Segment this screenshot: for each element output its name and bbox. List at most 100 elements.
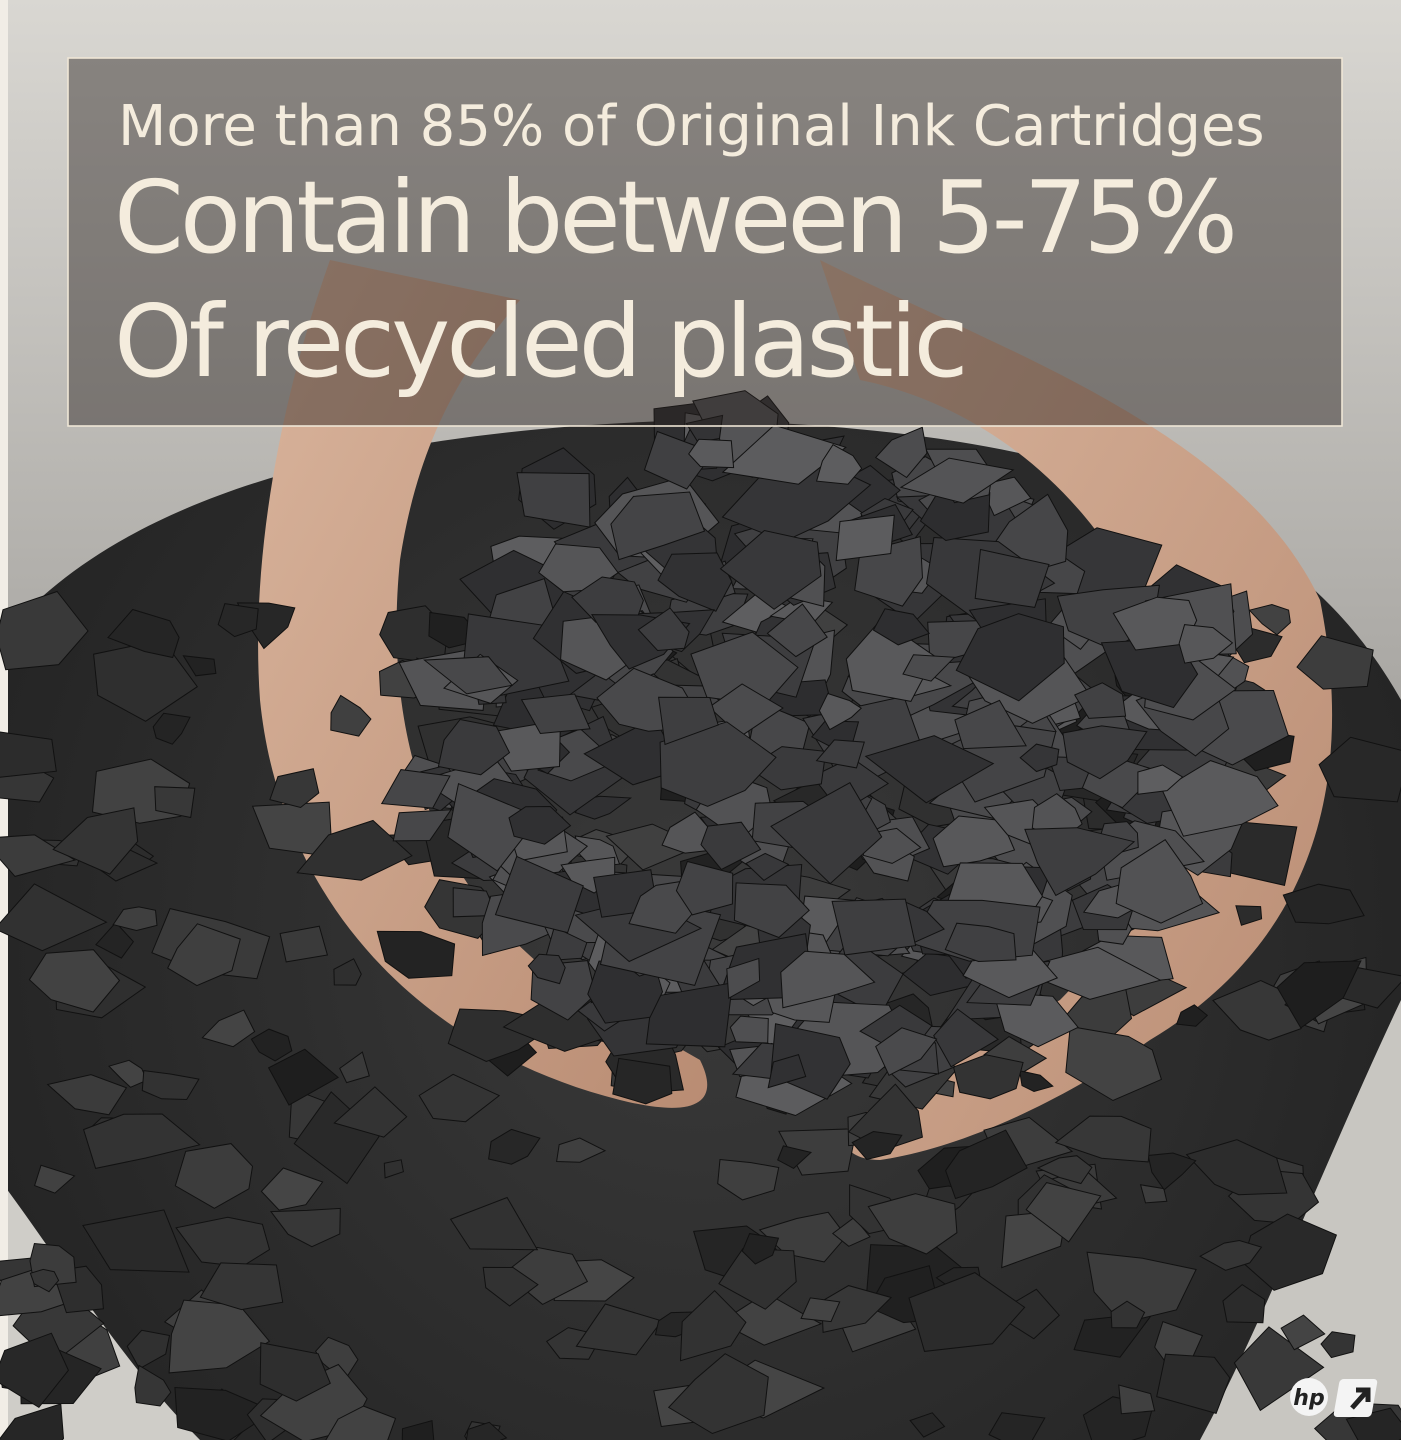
flake xyxy=(152,712,191,745)
headline-line1: More than 85% of Original Ink Cartridges xyxy=(118,94,1265,159)
flake xyxy=(1025,1182,1102,1243)
flake xyxy=(383,1159,404,1179)
flake xyxy=(1112,596,1198,651)
flake xyxy=(637,607,690,652)
flake xyxy=(107,608,180,659)
flake xyxy=(1233,1326,1325,1412)
flake xyxy=(1320,1331,1356,1359)
flake xyxy=(721,424,847,485)
flake xyxy=(758,1211,847,1263)
flake xyxy=(423,656,514,695)
flake xyxy=(1318,736,1401,803)
left-edge xyxy=(0,0,8,1440)
flake xyxy=(314,1336,359,1382)
flake xyxy=(1018,1070,1054,1093)
flake xyxy=(726,957,761,1000)
flake xyxy=(815,739,865,769)
flake xyxy=(1024,827,1136,897)
flake xyxy=(741,1233,780,1265)
flake xyxy=(933,1008,1000,1068)
flake xyxy=(33,1164,76,1194)
flake xyxy=(872,608,931,646)
flake xyxy=(909,1412,946,1438)
flake xyxy=(874,426,928,479)
flake xyxy=(899,457,1015,504)
flake xyxy=(1222,1283,1266,1324)
flake xyxy=(945,1129,1028,1200)
flake xyxy=(1242,1213,1338,1291)
headline-line2: Contain between 5-75% xyxy=(114,159,1234,276)
flake xyxy=(657,552,733,612)
flake xyxy=(217,603,259,638)
flake xyxy=(1178,624,1234,664)
hp-logo-circle xyxy=(1290,1378,1328,1416)
hp-logo-text: hp xyxy=(1293,1386,1324,1411)
flake xyxy=(0,1332,69,1409)
flake xyxy=(333,1086,408,1138)
flake xyxy=(729,1015,769,1044)
flake xyxy=(770,782,883,885)
flake xyxy=(0,1403,65,1440)
flake xyxy=(835,514,895,562)
flake xyxy=(488,1128,541,1165)
flake xyxy=(679,1289,747,1362)
flake xyxy=(250,1028,293,1062)
flake xyxy=(380,769,451,809)
flake xyxy=(818,692,863,731)
flake xyxy=(28,949,121,1013)
flake xyxy=(1115,839,1204,924)
flake xyxy=(126,1329,171,1370)
flake xyxy=(1019,743,1060,773)
flake xyxy=(811,720,860,747)
flake xyxy=(199,1262,284,1311)
flake xyxy=(418,1073,501,1123)
flake xyxy=(717,1158,780,1201)
flake xyxy=(974,548,1050,608)
flake xyxy=(182,655,217,677)
flake xyxy=(259,1342,331,1402)
flake xyxy=(0,834,77,877)
flake xyxy=(437,718,511,776)
flake xyxy=(1086,1251,1197,1324)
flake xyxy=(167,923,241,987)
flake xyxy=(690,631,799,706)
flake xyxy=(1036,1155,1093,1185)
flake xyxy=(544,926,588,962)
flake xyxy=(1280,1314,1326,1351)
flake xyxy=(875,1027,938,1076)
flake xyxy=(401,1419,435,1440)
flake xyxy=(815,444,863,485)
flake xyxy=(675,860,734,916)
flake xyxy=(719,529,822,610)
flake xyxy=(1007,1288,1060,1340)
flake xyxy=(52,807,139,875)
flake xyxy=(659,721,777,807)
flake xyxy=(1185,1139,1288,1196)
flake xyxy=(902,654,956,682)
flake xyxy=(134,1364,172,1407)
flake xyxy=(800,1297,841,1323)
flake xyxy=(612,1057,673,1105)
flake xyxy=(1118,1384,1156,1415)
flake xyxy=(1073,682,1127,719)
flake xyxy=(575,1303,663,1356)
flake xyxy=(944,922,1017,963)
flake xyxy=(293,1091,380,1185)
flake xyxy=(154,786,196,819)
flake xyxy=(1139,1184,1168,1204)
flake xyxy=(556,1137,607,1163)
flake xyxy=(0,590,89,671)
left-hand xyxy=(258,260,708,1108)
flake xyxy=(267,1048,339,1106)
flake xyxy=(520,693,591,735)
flake xyxy=(658,696,719,746)
flake xyxy=(296,819,413,881)
flake xyxy=(82,1113,201,1169)
flake xyxy=(851,1130,903,1161)
flake xyxy=(376,930,456,979)
flake xyxy=(330,694,372,737)
flake xyxy=(494,855,584,934)
flake xyxy=(667,1353,769,1435)
